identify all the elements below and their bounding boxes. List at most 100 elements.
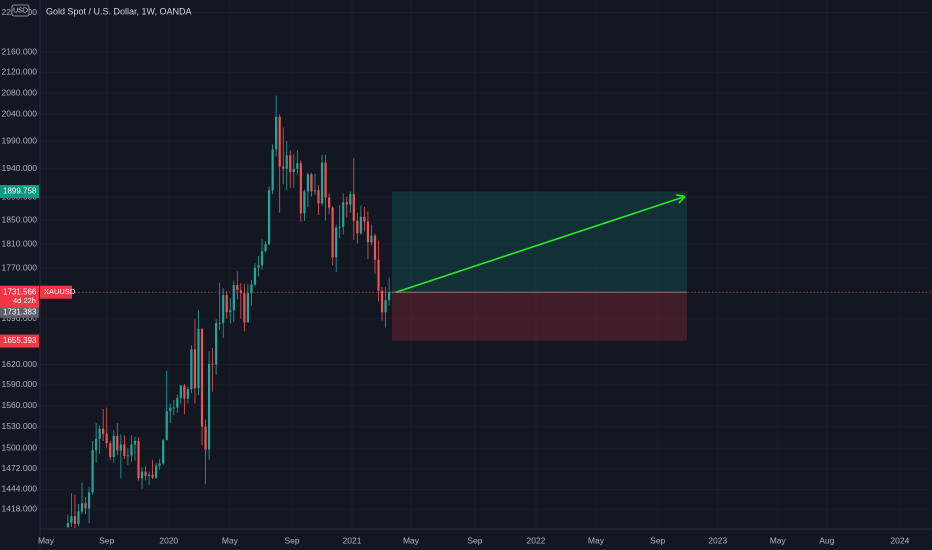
candle-body (373, 235, 377, 260)
candle-body (91, 450, 94, 493)
other-price-label: 1731.383 (3, 307, 37, 316)
last-price-bg (0, 285, 39, 308)
target-price-label: 1899.758 (3, 187, 37, 196)
candle-body (105, 433, 108, 444)
x-tick-label: 2023 (708, 535, 727, 545)
x-tick-label: Sep (99, 535, 114, 545)
candle-body (130, 444, 133, 456)
long-position-tool[interactable] (391, 191, 688, 342)
y-tick-label: 1530.000 (2, 421, 38, 431)
y-tick-label: 1620.000 (2, 359, 38, 369)
candle-body (112, 435, 115, 457)
candle-body (119, 444, 122, 451)
candle-body (80, 503, 84, 512)
candle-body (313, 190, 317, 192)
y-tick-label: 1590.000 (2, 379, 38, 389)
candle-body (335, 227, 338, 258)
x-tick-label: May (38, 535, 55, 545)
y-tick-label: 1418.000 (2, 503, 38, 513)
candle-body (215, 323, 218, 365)
candle-body (377, 259, 380, 291)
x-tick-label: 2022 (526, 535, 545, 545)
last-price-label: 1731.566 (3, 287, 37, 296)
y-tick-label: 2040.000 (2, 108, 38, 118)
profit-zone[interactable] (391, 191, 688, 293)
candle-body (229, 310, 232, 313)
candle-body (296, 163, 299, 169)
candle-body (109, 443, 112, 457)
arrow-line[interactable] (395, 195, 686, 293)
candle-body (236, 285, 239, 291)
candle-body (289, 155, 292, 173)
candle-body (87, 492, 91, 509)
candle-body (158, 463, 161, 466)
candle-body (98, 428, 101, 439)
x-tick-label: May (770, 535, 787, 545)
candle-body (306, 174, 310, 192)
candle-body (267, 190, 271, 245)
candle-body (388, 292, 391, 301)
candle-body (370, 235, 373, 243)
candles (66, 95, 391, 528)
arrow-head[interactable] (678, 195, 686, 204)
candle-body (77, 511, 80, 524)
symbol-label: XAUUSD (44, 287, 76, 296)
candle-body (380, 290, 384, 313)
candle-body (331, 207, 334, 258)
candle-body (211, 363, 214, 365)
x-tick-label: 2020 (159, 535, 178, 545)
x-tick-label: 2024 (890, 535, 909, 545)
candle-body (320, 162, 324, 204)
candle-body (352, 194, 355, 221)
candle-body (349, 194, 352, 205)
other-price-bg (0, 305, 39, 318)
candle-body (193, 349, 197, 389)
candle-body (260, 251, 264, 266)
candle-body (271, 149, 274, 191)
candle-body (176, 397, 179, 408)
candle-body (239, 290, 242, 294)
candle-body (162, 440, 165, 464)
candle-body (327, 197, 331, 208)
candle-body (151, 474, 154, 478)
candle-body (243, 293, 246, 323)
candle-body (165, 411, 168, 441)
candle-body (250, 284, 253, 294)
candle-body (253, 267, 257, 285)
arrow-head[interactable] (676, 194, 686, 198)
candle-body (133, 440, 137, 445)
candle-body (84, 503, 87, 509)
x-tick-label: 2021 (343, 535, 362, 545)
y-tick-label: 1940.000 (2, 163, 38, 173)
candle-body (366, 221, 370, 243)
x-tick-label: Sep (650, 535, 665, 545)
candle-body (225, 295, 228, 313)
symbol-bg (40, 285, 72, 299)
countdown-label: 4d 22h (13, 296, 36, 305)
stop-price-label: 1655.393 (3, 336, 37, 345)
candle-body (275, 116, 278, 150)
y-tick-label: 1472.000 (2, 463, 38, 473)
candle-body (186, 388, 190, 399)
target-price-label-bg (0, 185, 39, 199)
candle-body (169, 407, 172, 412)
candle-body (179, 385, 182, 398)
candle-body (207, 363, 211, 450)
candle-body (246, 293, 250, 323)
candle-body (102, 428, 105, 434)
currency-label[interactable]: USD (13, 7, 28, 14)
candle-body (190, 349, 193, 389)
candle-body (200, 328, 204, 427)
candle-body (299, 163, 302, 214)
candle-body (257, 265, 260, 268)
candle-body (278, 116, 281, 167)
loss-zone[interactable] (391, 292, 688, 342)
candle-body (204, 426, 207, 450)
candle-body (147, 474, 151, 477)
candle-body (303, 191, 306, 214)
y-tick-label: 2160.000 (2, 46, 38, 56)
x-tick-label: Sep (284, 535, 299, 545)
currency-badge[interactable] (11, 4, 30, 17)
candle-body (282, 166, 285, 169)
